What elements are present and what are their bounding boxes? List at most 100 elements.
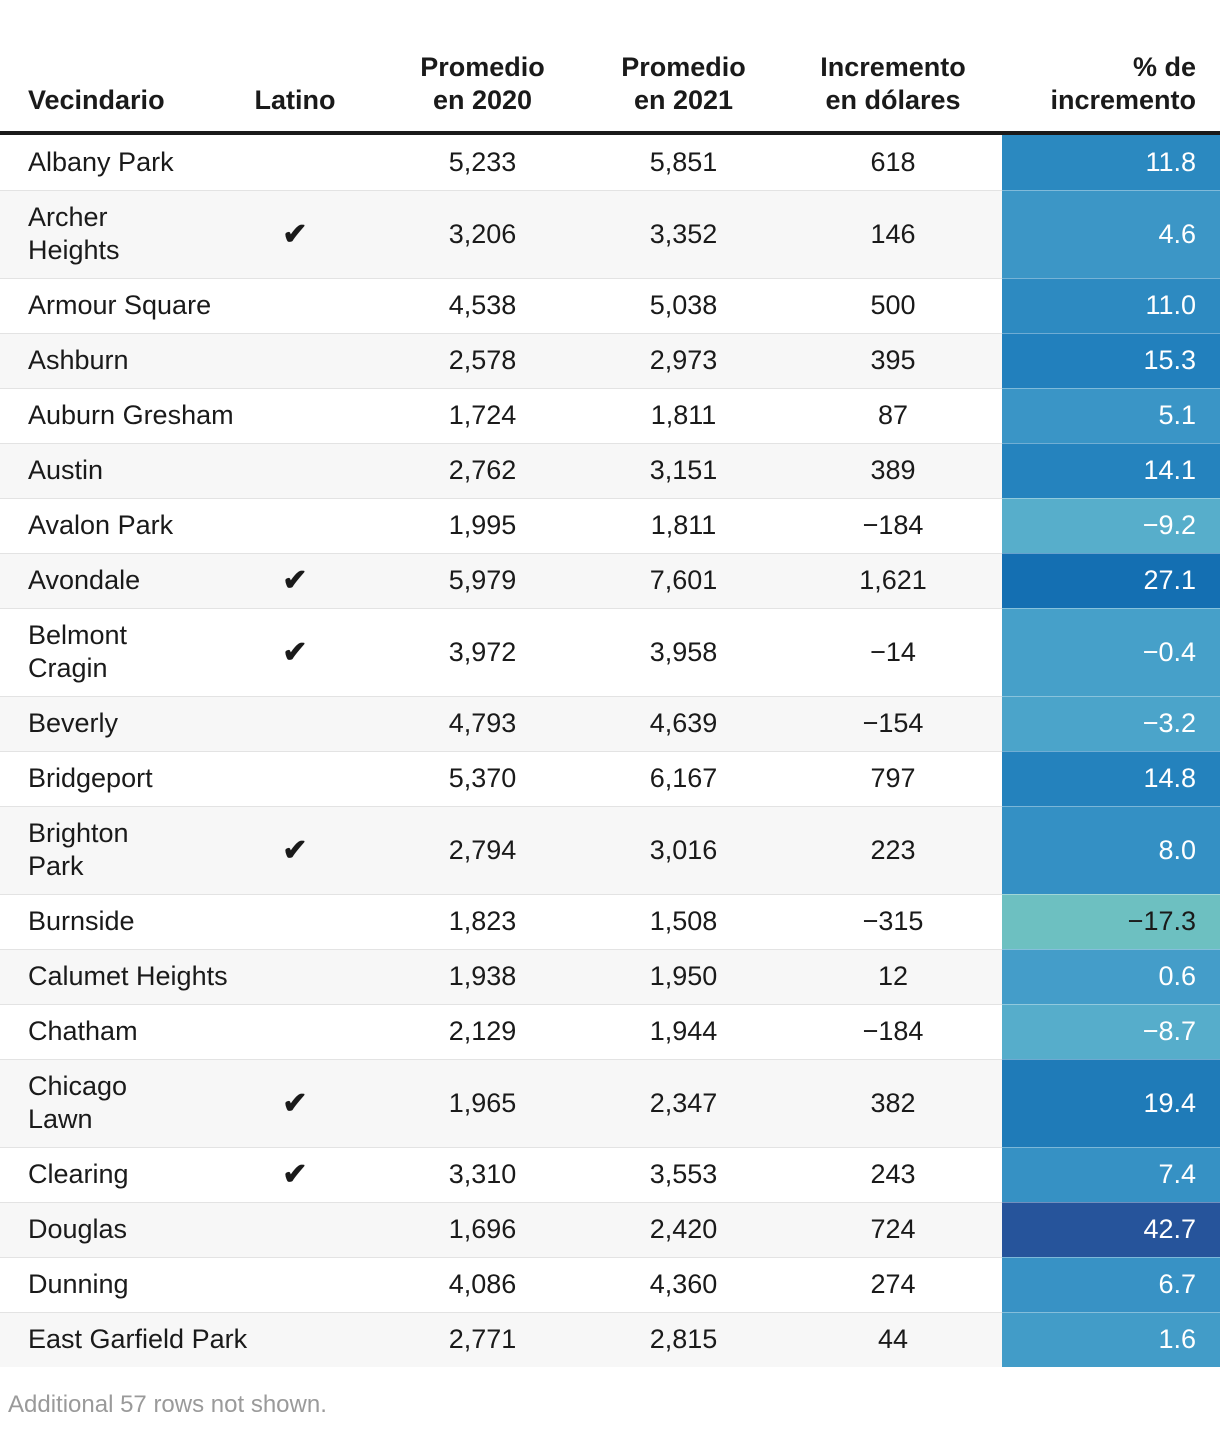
cell-increment-dollars: 389: [870, 455, 916, 485]
cell-increment-pct: 4.6: [1002, 190, 1220, 278]
cell-increment-pct: −0.4: [1002, 608, 1220, 696]
cell-avg-2021: 1,508: [649, 906, 718, 936]
cell-increment-dollars: 12: [877, 961, 909, 991]
cell-increment-dollars: 500: [870, 290, 916, 320]
table-row: Auburn Gresham 1,724 1,811 87 5.1: [0, 388, 1220, 443]
cell-avg-2021: 5,038: [649, 290, 718, 320]
cell-neighborhood: Avalon Park: [28, 510, 174, 540]
table-header-row: Vecindario Latino Promedio en 2020 Prome…: [0, 0, 1220, 135]
table-row: Archer Heights ✔ 3,206 3,352 146 4.6: [0, 190, 1220, 278]
table-row: Armour Square 4,538 5,038 500 11.0: [0, 278, 1220, 333]
table-body: Albany Park 5,233 5,851 618 11.8 Archer …: [0, 135, 1220, 1367]
cell-avg-2021: 7,601: [649, 565, 718, 595]
cell-avg-2020: 2,771: [448, 1324, 517, 1354]
cell-avg-2020: 1,995: [448, 510, 517, 540]
column-header-promedio-2020: Promedio en 2020: [420, 52, 545, 115]
cell-avg-2021: 3,151: [649, 455, 718, 485]
cell-increment-pct: 14.8: [1002, 751, 1220, 806]
cell-avg-2021: 1,811: [650, 400, 717, 430]
footnote: Additional 57 rows not shown.: [8, 1391, 327, 1418]
table-row: Chatham 2,129 1,944 −184 −8.7: [0, 1004, 1220, 1059]
cell-avg-2020: 3,206: [448, 218, 517, 249]
cell-increment-dollars: 223: [870, 834, 916, 865]
cell-increment-pct: 6.7: [1002, 1257, 1220, 1312]
table-row: Clearing ✔ 3,310 3,553 243 7.4: [0, 1147, 1220, 1202]
latino-check-icon: ✔: [282, 833, 308, 867]
table-row: Douglas 1,696 2,420 724 42.7: [0, 1202, 1220, 1257]
cell-avg-2020: 1,938: [448, 961, 517, 991]
cell-increment-pct: −3.2: [1002, 696, 1220, 751]
cell-neighborhood: Beverly: [28, 708, 119, 738]
latino-check-icon: ✔: [282, 1086, 308, 1120]
cell-avg-2020: 4,538: [448, 290, 517, 320]
cell-neighborhood: Dunning: [28, 1269, 129, 1299]
table-row: Albany Park 5,233 5,851 618 11.8: [0, 135, 1220, 190]
cell-neighborhood: Chatham: [28, 1016, 138, 1046]
cell-increment-pct: −17.3: [1002, 894, 1220, 949]
cell-increment-pct: 27.1: [1002, 553, 1220, 608]
table-row: Ashburn 2,578 2,973 395 15.3: [0, 333, 1220, 388]
cell-increment-dollars: 724: [870, 1214, 916, 1244]
cell-avg-2020: 4,793: [448, 708, 517, 738]
cell-avg-2021: 4,639: [649, 708, 718, 738]
cell-avg-2021: 2,420: [649, 1214, 718, 1244]
cell-avg-2021: 3,352: [649, 218, 718, 249]
neighborhood-rent-table: Vecindario Latino Promedio en 2020 Prome…: [0, 0, 1220, 1367]
table-row: Calumet Heights 1,938 1,950 12 0.6: [0, 949, 1220, 1004]
cell-neighborhood: Belmont Cragin: [28, 620, 128, 683]
latino-check-icon: ✔: [282, 564, 308, 597]
cell-increment-pct: 0.6: [1002, 949, 1220, 1004]
cell-avg-2020: 4,086: [448, 1269, 517, 1299]
cell-neighborhood: Calumet Heights: [28, 961, 228, 991]
cell-avg-2021: 3,958: [649, 636, 718, 667]
table-row: Chicago Lawn ✔ 1,965 2,347 382 19.4: [0, 1059, 1220, 1147]
table-row: Bridgeport 5,370 6,167 797 14.8: [0, 751, 1220, 806]
table-row: Avalon Park 1,995 1,811 −184 −9.2: [0, 498, 1220, 553]
cell-increment-pct: 15.3: [1002, 333, 1220, 388]
table-row: East Garfield Park 2,771 2,815 44 1.6: [0, 1312, 1220, 1367]
cell-avg-2020: 2,762: [448, 455, 517, 485]
cell-neighborhood: Burnside: [28, 906, 135, 936]
cell-neighborhood: Armour Square: [28, 290, 212, 320]
cell-increment-pct: 5.1: [1002, 388, 1220, 443]
latino-check-icon: ✔: [282, 635, 308, 669]
cell-increment-pct: 8.0: [1002, 806, 1220, 894]
cell-avg-2020: 2,129: [448, 1016, 517, 1046]
cell-increment-dollars: −14: [870, 636, 916, 667]
cell-increment-pct: 11.0: [1002, 278, 1220, 333]
cell-increment-pct: 11.8: [1002, 135, 1220, 190]
cell-avg-2021: 3,016: [649, 834, 718, 865]
column-header-pct-incremento: % de incremento: [1050, 52, 1196, 115]
column-header-incremento-dolares: Incremento en dólares: [820, 52, 966, 115]
cell-avg-2020: 3,972: [448, 636, 517, 667]
cell-neighborhood: Albany Park: [28, 147, 174, 177]
cell-increment-pct: 1.6: [1002, 1312, 1220, 1367]
table-row: Beverly 4,793 4,639 −154 −3.2: [0, 696, 1220, 751]
cell-neighborhood: Avondale: [28, 565, 141, 595]
table-row: Austin 2,762 3,151 389 14.1: [0, 443, 1220, 498]
cell-avg-2021: 6,167: [649, 763, 718, 793]
cell-increment-pct: −9.2: [1002, 498, 1220, 553]
cell-neighborhood: Douglas: [28, 1214, 128, 1244]
cell-avg-2021: 2,973: [649, 345, 718, 375]
cell-increment-dollars: 87: [877, 400, 909, 430]
cell-increment-pct: 19.4: [1002, 1059, 1220, 1147]
table-row: Avondale ✔ 5,979 7,601 1,621 27.1: [0, 553, 1220, 608]
cell-neighborhood: East Garfield Park: [28, 1324, 248, 1354]
cell-avg-2020: 5,370: [448, 763, 517, 793]
cell-neighborhood: Ashburn: [28, 345, 129, 375]
cell-increment-pct: −8.7: [1002, 1004, 1220, 1059]
cell-neighborhood: Chicago Lawn: [28, 1071, 128, 1134]
column-header-vecindario: Vecindario: [28, 85, 165, 115]
cell-increment-pct: 42.7: [1002, 1202, 1220, 1257]
table-row: Belmont Cragin ✔ 3,972 3,958 −14 −0.4: [0, 608, 1220, 696]
cell-avg-2020: 1,965: [448, 1087, 517, 1118]
cell-increment-dollars: 243: [870, 1159, 916, 1189]
cell-increment-dollars: 382: [870, 1087, 916, 1118]
cell-avg-2021: 4,360: [649, 1269, 718, 1299]
table-row: Dunning 4,086 4,360 274 6.7: [0, 1257, 1220, 1312]
cell-increment-dollars: 395: [870, 345, 916, 375]
cell-avg-2020: 5,979: [448, 565, 517, 595]
cell-increment-pct: 14.1: [1002, 443, 1220, 498]
cell-avg-2020: 3,310: [448, 1159, 517, 1189]
